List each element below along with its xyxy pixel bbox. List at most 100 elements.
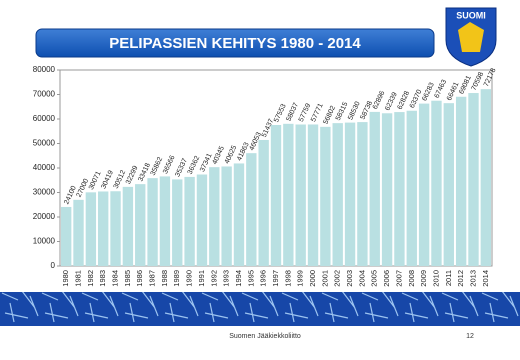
y-tick-label: 40000 bbox=[33, 163, 56, 172]
value-label: 40625 bbox=[224, 144, 239, 165]
x-tick-label: 1980 bbox=[61, 270, 70, 287]
y-tick-label: 30000 bbox=[33, 188, 56, 197]
bar bbox=[344, 122, 356, 266]
bar bbox=[480, 89, 492, 266]
x-tick-label: 1999 bbox=[296, 270, 305, 287]
x-tick-label: 1995 bbox=[246, 270, 255, 287]
bar bbox=[357, 122, 368, 266]
bar bbox=[184, 176, 195, 266]
x-tick-label: 2010 bbox=[431, 270, 440, 287]
bar bbox=[246, 153, 257, 266]
x-tick-label: 2011 bbox=[444, 270, 453, 286]
value-label: 67463 bbox=[434, 79, 449, 100]
x-tick-label: 1993 bbox=[222, 270, 231, 287]
y-tick-label: 10000 bbox=[33, 237, 56, 246]
chart-title: PELIPASSIEN KEHITYS 1980 - 2014 bbox=[109, 35, 361, 52]
x-tick-label: 2001 bbox=[320, 270, 329, 287]
value-label: 35862 bbox=[150, 156, 165, 177]
bar bbox=[455, 96, 467, 266]
bar bbox=[283, 123, 294, 266]
footer-organization: Suomen Jääkiekkoliitto bbox=[229, 333, 301, 340]
bar bbox=[369, 111, 380, 266]
bar bbox=[468, 93, 479, 266]
y-tick-label: 60000 bbox=[33, 114, 56, 123]
bar bbox=[332, 123, 343, 266]
bar bbox=[258, 139, 269, 266]
bar bbox=[122, 186, 134, 266]
x-tick-label: 2005 bbox=[370, 270, 379, 287]
x-tick-label: 1996 bbox=[259, 270, 268, 287]
x-tick-label: 1984 bbox=[111, 270, 120, 287]
bar bbox=[147, 178, 158, 266]
bar bbox=[418, 103, 430, 266]
x-tick-label: 2014 bbox=[481, 270, 490, 287]
value-label: 56802 bbox=[323, 105, 338, 126]
bar bbox=[110, 191, 121, 266]
x-tick-label: 1985 bbox=[123, 270, 132, 287]
x-tick-label: 1994 bbox=[234, 270, 243, 287]
bar bbox=[307, 124, 319, 266]
footer-band bbox=[0, 292, 520, 326]
x-tick-label: 1982 bbox=[86, 270, 95, 287]
x-tick-label: 1983 bbox=[98, 270, 107, 287]
bar bbox=[221, 166, 232, 266]
x-tick-label: 1991 bbox=[197, 270, 206, 287]
x-tick-label: 2006 bbox=[382, 270, 391, 287]
x-tick-label: 1992 bbox=[209, 270, 218, 287]
logo: SUOMI bbox=[445, 7, 497, 67]
y-tick-label: 20000 bbox=[33, 212, 56, 221]
value-label: 36566 bbox=[162, 154, 177, 175]
bar bbox=[135, 184, 146, 266]
bar bbox=[73, 199, 84, 266]
value-label: 32299 bbox=[125, 165, 140, 186]
value-label: 66283 bbox=[421, 82, 436, 103]
value-label: 62828 bbox=[397, 90, 412, 111]
bar bbox=[98, 191, 109, 266]
x-tick-label: 2003 bbox=[345, 270, 354, 287]
bar bbox=[406, 110, 417, 266]
value-label: 69081 bbox=[458, 75, 473, 96]
x-tick-label: 1997 bbox=[271, 270, 280, 287]
bar bbox=[270, 124, 282, 266]
y-tick-label: 80000 bbox=[33, 65, 56, 74]
logo-text: SUOMI bbox=[456, 10, 486, 20]
title-box bbox=[35, 28, 435, 58]
x-tick-label: 2002 bbox=[333, 270, 342, 287]
bar bbox=[159, 176, 171, 266]
bar bbox=[431, 100, 442, 266]
x-tick-label: 2007 bbox=[394, 270, 403, 287]
bar bbox=[60, 206, 72, 266]
bar bbox=[394, 112, 405, 266]
x-tick-label: 1986 bbox=[135, 270, 144, 287]
bar bbox=[320, 126, 331, 266]
x-tick-label: 2008 bbox=[407, 270, 416, 287]
x-tick-label: 1990 bbox=[185, 270, 194, 287]
x-tick-label: 2000 bbox=[308, 270, 317, 287]
x-tick-label: 1989 bbox=[172, 270, 181, 287]
value-label: 36362 bbox=[187, 155, 202, 176]
page-number: 12 bbox=[466, 333, 474, 340]
value-label: 30512 bbox=[113, 169, 128, 190]
x-tick-label: 2004 bbox=[357, 270, 366, 287]
bar bbox=[295, 124, 306, 266]
bar bbox=[196, 174, 208, 266]
y-tick-label: 70000 bbox=[33, 90, 56, 99]
value-label: 70598 bbox=[471, 71, 486, 92]
bar bbox=[381, 113, 393, 267]
bar bbox=[443, 103, 454, 266]
x-tick-label: 1987 bbox=[148, 270, 157, 287]
bar bbox=[85, 192, 97, 266]
bar bbox=[209, 167, 220, 266]
y-tick-label: 50000 bbox=[33, 139, 56, 148]
x-tick-label: 1998 bbox=[283, 270, 292, 287]
bar bbox=[233, 163, 245, 266]
x-tick-label: 2012 bbox=[456, 270, 465, 287]
x-tick-label: 2013 bbox=[468, 270, 477, 287]
x-tick-label: 2009 bbox=[419, 270, 428, 287]
x-tick-label: 1988 bbox=[160, 270, 169, 287]
y-tick-label: 0 bbox=[51, 261, 56, 270]
x-tick-label: 1981 bbox=[73, 270, 82, 287]
bar bbox=[172, 179, 183, 266]
value-label: 35337 bbox=[174, 157, 189, 178]
